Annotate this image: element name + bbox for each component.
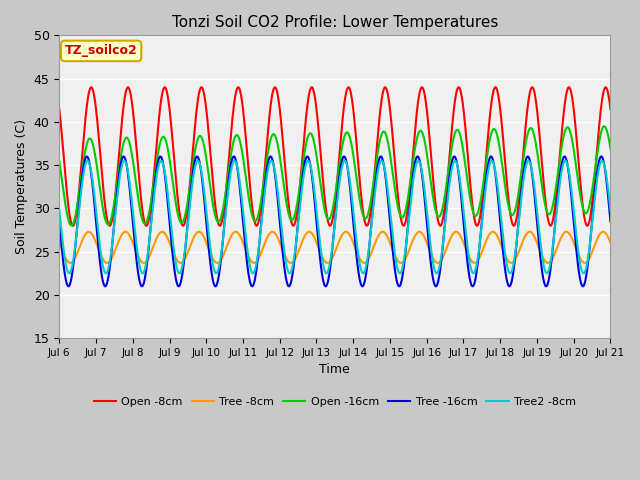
Legend: Open -8cm, Tree -8cm, Open -16cm, Tree -16cm, Tree2 -8cm: Open -8cm, Tree -8cm, Open -16cm, Tree -… (89, 392, 580, 411)
Open -16cm (607, 146, 614, 152)
Text: TZ_soilco2: TZ_soilco2 (65, 45, 138, 58)
Line: Tree2 -8cm: Tree2 -8cm (60, 161, 611, 273)
Tree -8cm (291, 257, 298, 263)
Line: Tree -8cm: Tree -8cm (60, 232, 611, 263)
Open -8cm (56, 106, 63, 112)
Tree -16cm (596, 156, 604, 161)
Tree2 -8cm (596, 162, 604, 168)
Open -8cm (291, 221, 298, 227)
Tree -16cm (65, 283, 72, 289)
Tree -16cm (607, 218, 614, 224)
Tree -8cm (56, 240, 63, 245)
Open -16cm (56, 159, 63, 165)
Line: Open -16cm: Open -16cm (60, 126, 611, 226)
Tree -8cm (596, 231, 604, 237)
Tree -8cm (536, 249, 544, 254)
Tree2 -8cm (267, 158, 275, 164)
Tree -16cm (56, 218, 63, 224)
Tree -8cm (607, 240, 614, 245)
Open -8cm (267, 101, 275, 107)
Open -16cm (600, 123, 608, 129)
Tree -16cm (597, 154, 605, 159)
Tree -16cm (536, 255, 544, 261)
Tree -8cm (67, 260, 74, 266)
Open -8cm (536, 143, 544, 148)
Y-axis label: Soil Temperatures (C): Soil Temperatures (C) (15, 119, 28, 254)
Open -8cm (69, 223, 77, 228)
Open -16cm (118, 145, 126, 151)
Tree -8cm (151, 239, 159, 245)
Open -16cm (68, 223, 76, 228)
Open -16cm (151, 170, 159, 176)
Open -16cm (291, 212, 298, 218)
Open -16cm (267, 136, 275, 142)
Tree2 -8cm (65, 270, 73, 276)
Tree -8cm (599, 229, 607, 235)
Open -16cm (596, 135, 604, 141)
Tree -16cm (151, 179, 159, 184)
Tree -16cm (118, 155, 126, 161)
Tree -8cm (118, 231, 126, 237)
Tree2 -8cm (118, 161, 126, 167)
Tree2 -8cm (56, 207, 63, 213)
Line: Open -8cm: Open -8cm (60, 87, 611, 226)
X-axis label: Time: Time (319, 363, 350, 376)
Open -8cm (607, 106, 614, 112)
Tree2 -8cm (291, 251, 298, 257)
Open -8cm (602, 84, 609, 90)
Open -8cm (151, 160, 159, 166)
Line: Tree -16cm: Tree -16cm (60, 156, 611, 286)
Tree2 -8cm (598, 158, 606, 164)
Tree -16cm (291, 254, 298, 260)
Open -8cm (596, 117, 604, 122)
Title: Tonzi Soil CO2 Profile: Lower Temperatures: Tonzi Soil CO2 Profile: Lower Temperatur… (172, 15, 498, 30)
Tree -8cm (267, 229, 275, 235)
Tree2 -8cm (607, 207, 614, 213)
Tree2 -8cm (151, 185, 159, 191)
Open -16cm (536, 172, 544, 178)
Open -8cm (118, 115, 126, 120)
Tree -16cm (267, 154, 275, 159)
Tree2 -8cm (536, 240, 544, 245)
